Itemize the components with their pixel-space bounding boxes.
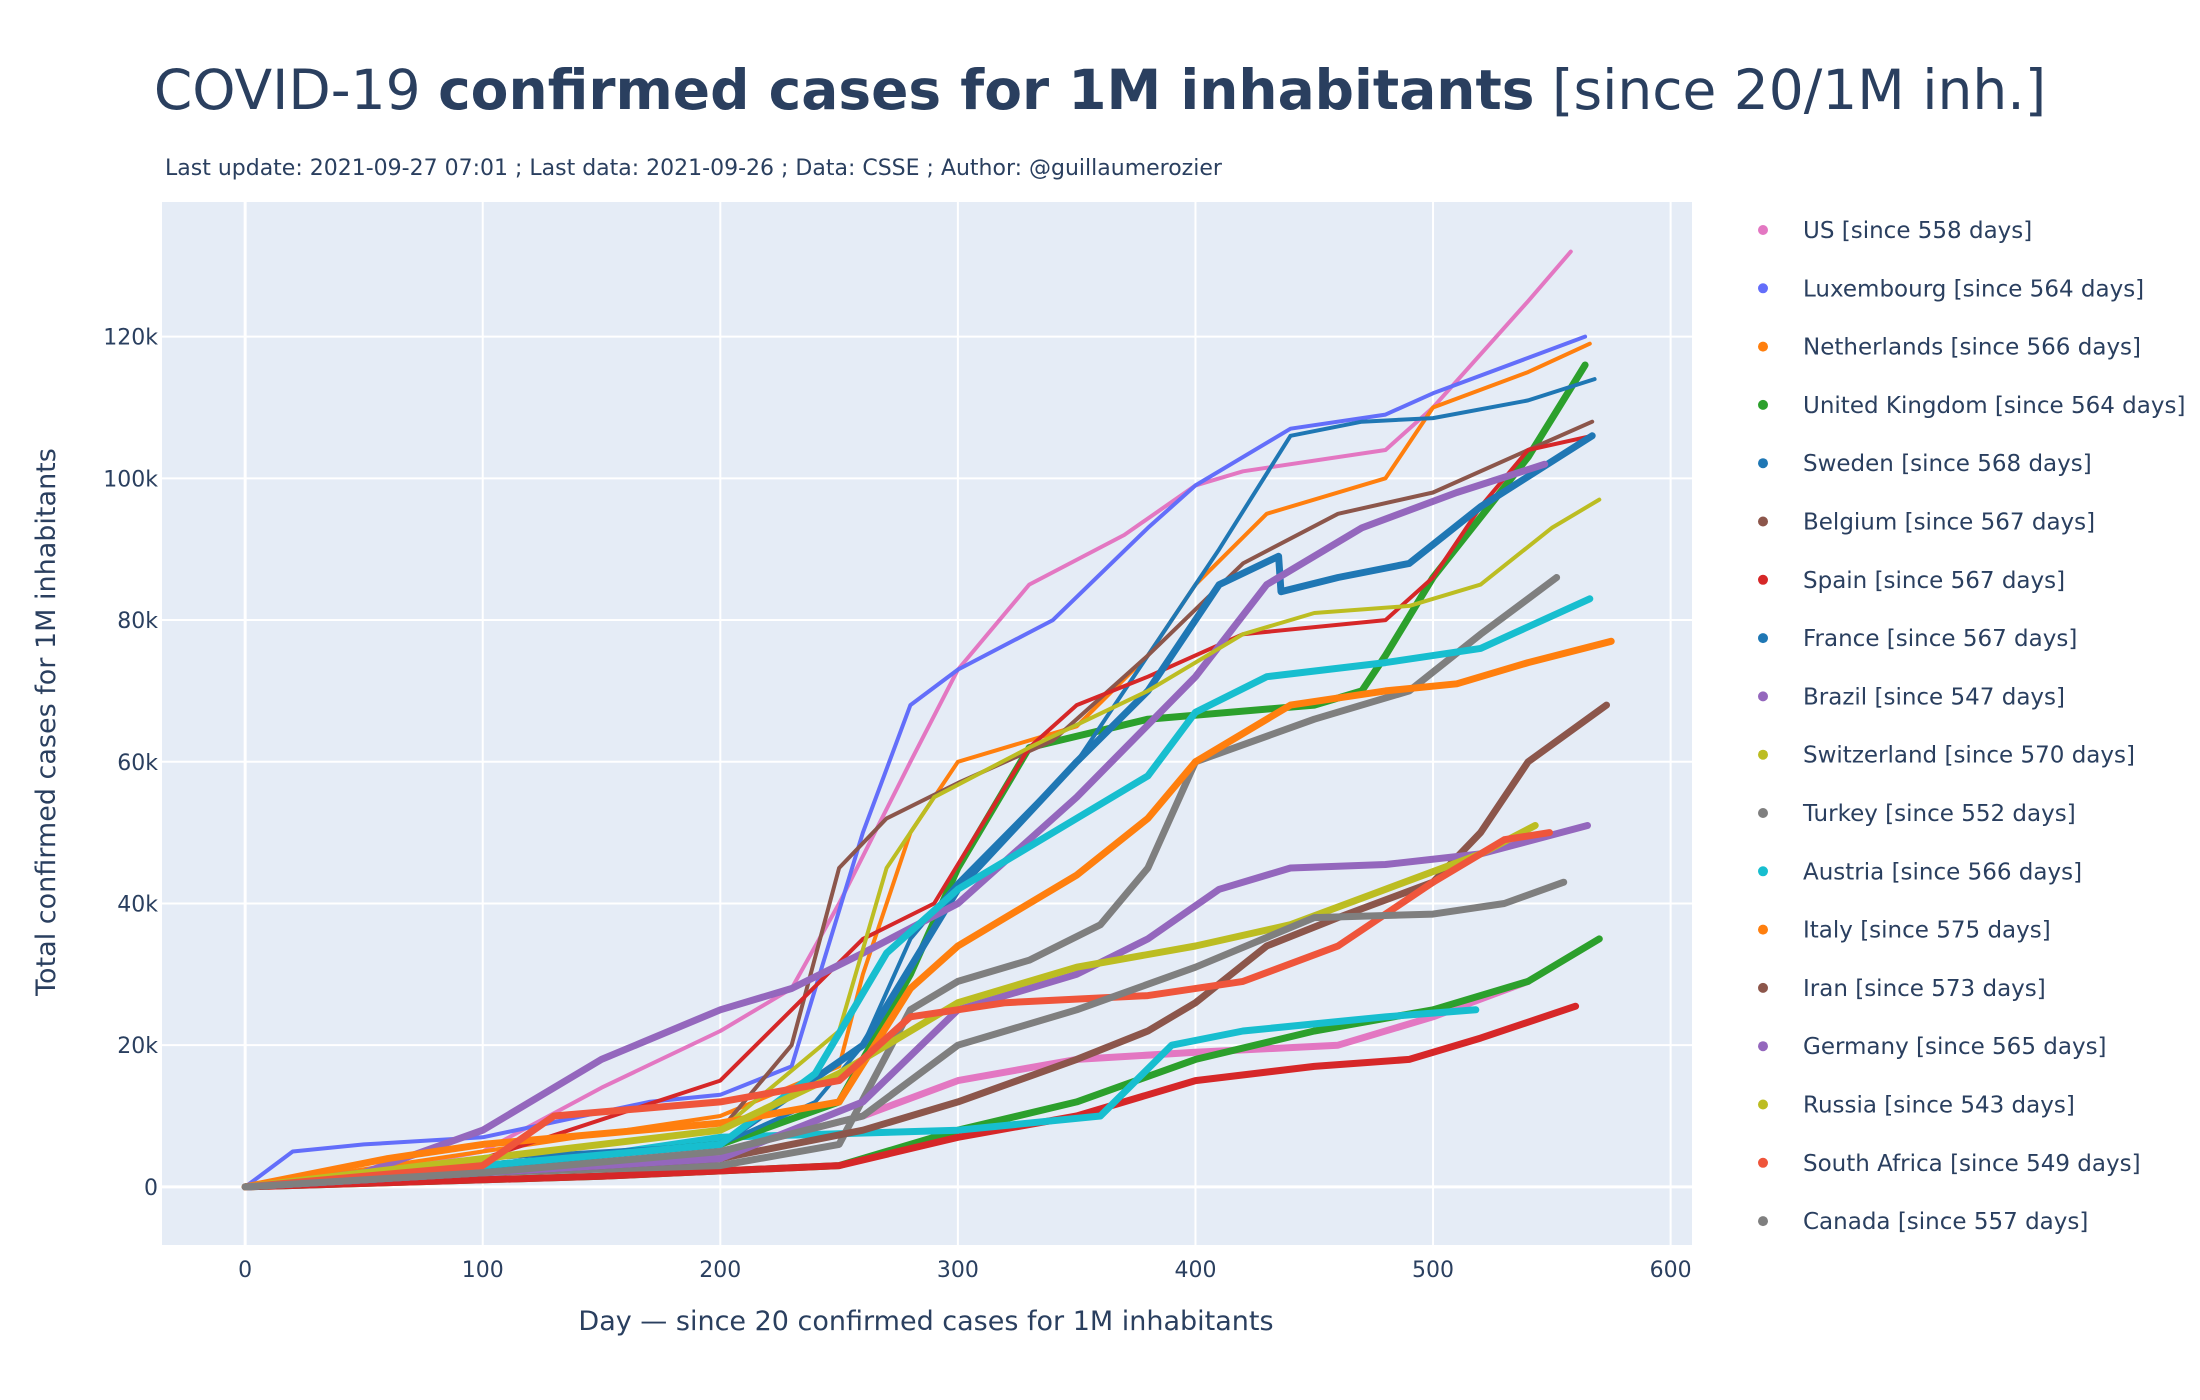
legend-label: Turkey [since 552 days] bbox=[1802, 801, 2076, 827]
x-marker-icon bbox=[1758, 1041, 1768, 1052]
legend-item[interactable]: Iran [since 573 days] bbox=[1758, 976, 2046, 1002]
legend-item[interactable]: Turkey [since 552 days] bbox=[1758, 801, 2076, 827]
legend-label: Russia [since 543 days] bbox=[1803, 1093, 2075, 1119]
title-prefix: COVID-19 bbox=[153, 58, 439, 122]
legend-item[interactable]: Italy [since 575 days] bbox=[1758, 918, 2051, 944]
legend-label: Iran [since 573 days] bbox=[1803, 976, 2046, 1002]
title-suffix: [since 20/1M inh.] bbox=[1534, 58, 2047, 122]
y-tick-label: 0 bbox=[144, 1176, 158, 1201]
legend-label: US [since 558 days] bbox=[1803, 218, 2032, 244]
y-tick-label: 60k bbox=[117, 751, 158, 776]
hexagon-marker-icon bbox=[1758, 691, 1768, 702]
legend-label: Canada [since 557 days] bbox=[1803, 1209, 2088, 1235]
legend-label: Belgium [since 567 days] bbox=[1803, 510, 2095, 536]
legend-item[interactable]: Canada [since 557 days] bbox=[1758, 1209, 2088, 1235]
circle-marker-icon bbox=[1758, 633, 1768, 644]
series-line-turkey bbox=[241, 574, 1561, 1191]
legend-item[interactable]: Russia [since 543 days] bbox=[1758, 1093, 2075, 1119]
legend-label: Sweden [since 568 days] bbox=[1803, 451, 2092, 477]
legend-label: Germany [since 565 days] bbox=[1803, 1034, 2107, 1060]
x-tick-label: 600 bbox=[1650, 1258, 1692, 1283]
title-bold: confirmed cases for 1M inhabitants bbox=[438, 58, 1535, 122]
legend-item[interactable]: Spain [since 567 days] bbox=[1758, 568, 2065, 594]
triangle-right-marker-icon bbox=[1758, 341, 1768, 352]
y-tick-label: 40k bbox=[117, 892, 158, 917]
legend-item[interactable]: South Africa [since 549 days] bbox=[1758, 1151, 2141, 1177]
legend-item[interactable]: Switzerland [since 570 days] bbox=[1758, 743, 2135, 769]
y-tick-label: 100k bbox=[103, 467, 158, 492]
x-tick-label: 400 bbox=[1174, 1258, 1216, 1283]
x-tick-label: 200 bbox=[699, 1258, 741, 1283]
series-line-iran bbox=[241, 701, 1610, 1191]
series-line-south-africa bbox=[241, 829, 1553, 1191]
triangle-down-marker-icon bbox=[1758, 225, 1768, 235]
series-line-canada bbox=[241, 878, 1568, 1191]
series-lines bbox=[241, 249, 1615, 1191]
triangle-up-marker-icon bbox=[1758, 516, 1768, 527]
x-tick-label: 100 bbox=[462, 1258, 504, 1283]
legend-label: France [since 567 days] bbox=[1803, 626, 2077, 652]
y-tick-label: 80k bbox=[117, 609, 158, 634]
legend-item[interactable]: Austria [since 566 days] bbox=[1758, 859, 2082, 885]
diamond-marker-icon bbox=[1758, 399, 1768, 410]
star-small-marker-icon bbox=[1758, 1099, 1768, 1110]
legend-item[interactable]: Belgium [since 567 days] bbox=[1758, 510, 2095, 536]
series-line-austria bbox=[241, 595, 1594, 1191]
legend-item[interactable]: Brazil [since 547 days] bbox=[1758, 684, 2065, 710]
legend-label: United Kingdom [since 564 days] bbox=[1803, 393, 2185, 419]
triangle-left-marker-icon bbox=[1758, 866, 1768, 877]
tick-labels: 0 100 200 300 400 500 600 0 20k 40k 60k 80k 100k 120k bbox=[103, 326, 1691, 1283]
legend-item[interactable]: US [since 558 days] bbox=[1758, 218, 2032, 244]
gridlines bbox=[162, 202, 1692, 1245]
cross-marker-icon bbox=[1758, 574, 1768, 585]
square-marker-icon bbox=[1758, 924, 1768, 935]
y-tick-label: 20k bbox=[117, 1034, 158, 1059]
legend: US [since 558 days] Luxembourg [since 564… bbox=[1758, 218, 2185, 1235]
legend-label: Netherlands [since 566 days] bbox=[1803, 335, 2141, 361]
x-tick-label: 300 bbox=[937, 1258, 979, 1283]
legend-item[interactable]: Netherlands [since 566 days] bbox=[1758, 335, 2141, 361]
bowtie-marker-icon bbox=[1758, 1157, 1768, 1168]
x-tick-label: 0 bbox=[238, 1258, 252, 1283]
x-tick-label: 500 bbox=[1412, 1258, 1454, 1283]
legend-label: South Africa [since 549 days] bbox=[1803, 1151, 2141, 1177]
series-line-russia bbox=[241, 822, 1539, 1191]
triangle-right-marker-icon bbox=[1758, 749, 1768, 760]
triangle-down-marker-icon bbox=[1758, 283, 1768, 294]
x-axis-title: Day — since 20 confirmed cases for 1M in… bbox=[578, 1306, 1273, 1337]
legend-label: Luxembourg [since 564 days] bbox=[1803, 276, 2144, 302]
y-tick-label: 120k bbox=[103, 326, 158, 351]
legend-item[interactable]: Luxembourg [since 564 days] bbox=[1758, 276, 2144, 302]
legend-label: Italy [since 575 days] bbox=[1803, 918, 2051, 944]
legend-label: Austria [since 566 days] bbox=[1803, 859, 2082, 885]
legend-item[interactable]: France [since 567 days] bbox=[1758, 626, 2077, 652]
series-line-unlabeled bbox=[241, 1002, 1580, 1191]
legend-label: Switzerland [since 570 days] bbox=[1803, 743, 2135, 769]
y-axis-title: Total confirmed cases for 1M inhabitants bbox=[31, 448, 62, 997]
legend-item[interactable]: Sweden [since 568 days] bbox=[1758, 451, 2092, 477]
circle-marker-icon bbox=[1758, 982, 1768, 993]
legend-label: Spain [since 567 days] bbox=[1803, 568, 2065, 594]
legend-label: Brazil [since 547 days] bbox=[1803, 684, 2065, 710]
series-line-germany bbox=[241, 822, 1591, 1191]
chart-title: COVID-19 confirmed cases for 1M inhabita… bbox=[0, 58, 2200, 122]
series-line-switzerland bbox=[243, 497, 1602, 1189]
legend-item[interactable]: United Kingdom [since 564 days] bbox=[1758, 393, 2185, 419]
legend-item[interactable]: Germany [since 565 days] bbox=[1758, 1034, 2107, 1060]
triangle-left-marker-icon bbox=[1758, 1216, 1768, 1227]
star-marker-icon bbox=[1758, 808, 1768, 818]
triangle-ne-marker-icon bbox=[1758, 458, 1768, 469]
series-line-spain bbox=[243, 433, 1595, 1189]
chart-subtitle: Last update: 2021-09-27 07:01 ; Last dat… bbox=[165, 156, 1222, 181]
series-line-italy bbox=[241, 637, 1615, 1191]
